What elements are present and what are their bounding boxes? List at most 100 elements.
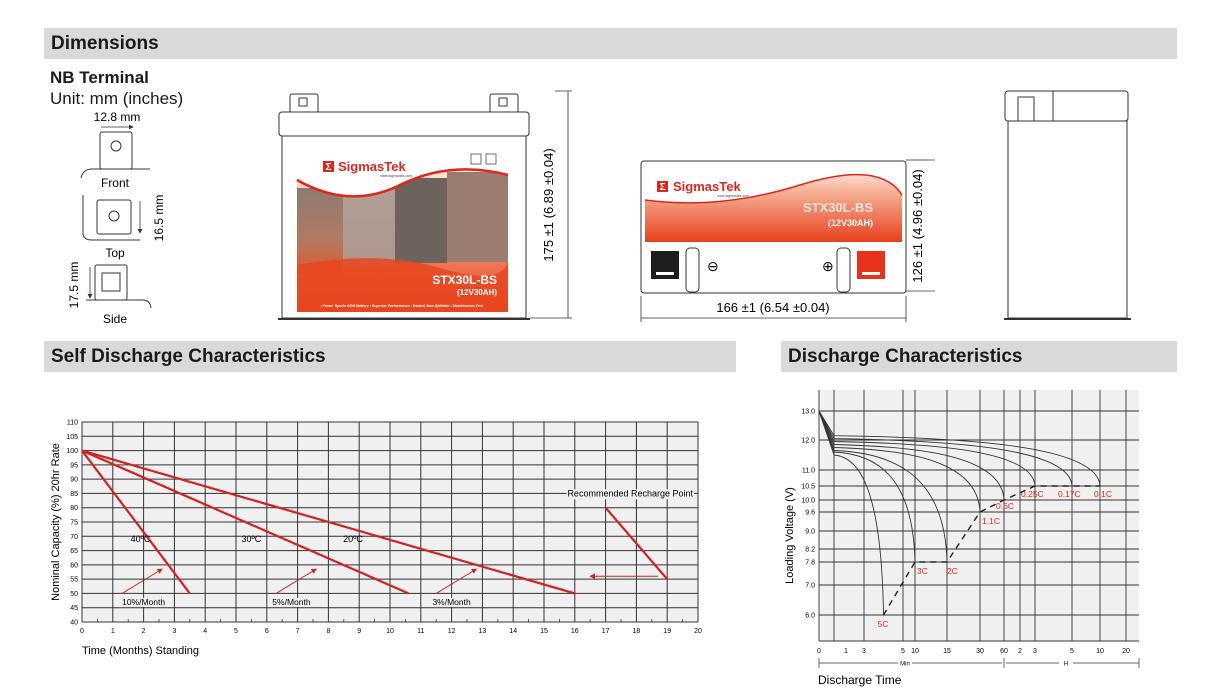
- x-tick-label: 14: [509, 628, 517, 635]
- top-label: Top: [105, 246, 125, 260]
- label-bg: [272, 597, 311, 607]
- rate-arrow: [435, 568, 478, 594]
- y-tick-label: 6.0: [805, 613, 815, 620]
- y-tick-label: 65: [70, 548, 78, 555]
- brand-name: SigmasTek: [338, 159, 406, 174]
- discharge-curve: [818, 410, 884, 616]
- rate-arrow: [121, 568, 163, 594]
- x-tick-label: 16: [571, 628, 579, 635]
- model-spec: (12V30AH): [828, 218, 873, 228]
- series-label: 30ºC: [241, 534, 261, 544]
- x-tick-label: 1: [111, 628, 115, 635]
- cutoff-voltage-line: [882, 485, 1100, 616]
- series-label: 40ºC: [131, 534, 151, 544]
- c-rate-label: 0.25C: [1021, 489, 1044, 499]
- y-tick-label: 40: [70, 620, 78, 627]
- discharge-curve: [818, 410, 1101, 487]
- x-tick-label: 5: [234, 628, 238, 635]
- x-axis-title: Time (Months) Standing: [82, 645, 199, 657]
- discharge-curve: [818, 410, 1073, 487]
- y-tick-label: 45: [70, 605, 78, 612]
- x-tick-label: 6: [265, 628, 269, 635]
- x-tick-label: 15: [540, 628, 548, 635]
- c-rate-label: 0.6C: [996, 501, 1014, 511]
- label-bg: [432, 597, 471, 607]
- x-tick-label: 20: [1122, 648, 1130, 655]
- terminal-title: NB Terminal: [50, 68, 149, 87]
- c-rate-label: 0.17C: [1058, 489, 1081, 499]
- y-tick-label: 10.0: [801, 498, 815, 505]
- y-tick-label: 11.0: [802, 468, 815, 475]
- terminal-side-shape: [94, 264, 128, 301]
- x-tick-label: 4: [203, 628, 207, 635]
- discharge-curve: [818, 410, 916, 563]
- discharge-curve: [818, 410, 981, 513]
- y-tick-label: 9.0: [805, 529, 815, 536]
- y-tick-label: 55: [70, 577, 78, 584]
- x-axis-title: Discharge Time: [818, 673, 902, 687]
- battery-top-view: Σ SigmasTek www.sigmastek.com STX30L-BS …: [640, 159, 935, 322]
- discharge-curve: [818, 410, 1005, 501]
- y-tick-label: 10.5: [801, 484, 815, 491]
- y-tick-label: 110: [67, 420, 78, 427]
- x-tick-label: 1: [844, 648, 848, 655]
- section-header-discharge: Discharge Characteristics: [781, 341, 1177, 372]
- x-tick-label: 17: [602, 628, 610, 635]
- x-unit-label: H: [1064, 662, 1068, 668]
- x-tick-label: 10: [911, 648, 919, 655]
- x-tick-label: 0: [817, 648, 821, 655]
- discharge-curve: [818, 410, 948, 563]
- discharge-curve: [818, 410, 1036, 487]
- positive-symbol: ⊕: [822, 258, 834, 274]
- y-tick-label: 70: [70, 534, 78, 541]
- c-rate-label: 1.1C: [982, 516, 1000, 526]
- y-tick-label: 7.0: [805, 583, 815, 590]
- recharge-point-label: Recommended Recharge Point: [567, 488, 693, 498]
- y-tick-label: 75: [70, 520, 78, 527]
- x-tick-label: 20: [694, 628, 702, 635]
- x-tick-label: 13: [479, 628, 487, 635]
- x-tick-label: 60: [1000, 648, 1008, 655]
- x-tick-label: 5: [1070, 648, 1074, 655]
- y-tick-label: 105: [66, 434, 78, 441]
- photo-atv: [395, 178, 447, 263]
- rate-label: 3%/Month: [432, 597, 471, 607]
- y-tick-label: 13.0: [801, 409, 815, 416]
- plot-area: [819, 390, 1139, 641]
- rate-label: 5%/Month: [272, 597, 311, 607]
- battery-front-view: Σ SigmasTek www.sigmastek.com STX30L-BS …: [278, 90, 572, 320]
- x-unit-label: Min: [900, 662, 910, 668]
- c-rate-label: 3C: [917, 566, 928, 576]
- series-line: [81, 449, 191, 595]
- x-tick-label: 9: [357, 628, 361, 635]
- x-tick-label: 5: [901, 648, 905, 655]
- side-label: Side: [103, 312, 127, 326]
- y-tick-label: 85: [70, 491, 78, 498]
- terminal-top-shape: [96, 199, 132, 235]
- x-tick-label: 19: [663, 628, 671, 635]
- recharge-line: [604, 506, 669, 580]
- front-width-label: 12.8 mm: [94, 110, 141, 124]
- label-bg: [566, 489, 694, 500]
- x-tick-label: 7: [296, 628, 300, 635]
- y-axis-title: Nominal Capacity (%) 20hr Rate: [50, 443, 62, 601]
- x-tick-label: 10: [386, 628, 394, 635]
- model-spec: (12V30AH): [457, 288, 497, 297]
- model-name: STX30L-BS: [432, 273, 497, 287]
- y-tick-label: 80: [70, 505, 78, 512]
- no-trash-icon: [485, 153, 497, 165]
- x-tick-label: 8: [326, 628, 330, 635]
- brand-logo-icon: [323, 161, 334, 172]
- x-tick-label: 18: [633, 628, 641, 635]
- x-tick-label: 15: [943, 648, 951, 655]
- section-header-dimensions: Dimensions: [44, 28, 1177, 59]
- c-rate-label: 2C: [947, 566, 958, 576]
- self-discharge-chart: 0 1 2 3 4 5 6 7 8 9 10 11 12 13 14 15 16 17 18 19 2040455055…: [50, 420, 702, 658]
- x-tick-label: 10: [1096, 648, 1104, 655]
- nb-terminal-diagram: NB Terminal Unit: mm (inches) 12.8 mm Fr…: [50, 68, 183, 326]
- front-label: Front: [101, 176, 130, 190]
- brand-website: www.sigmastek.com: [380, 174, 412, 178]
- sigma-logo: Σ: [325, 162, 331, 173]
- battery-side-view: [1004, 90, 1131, 320]
